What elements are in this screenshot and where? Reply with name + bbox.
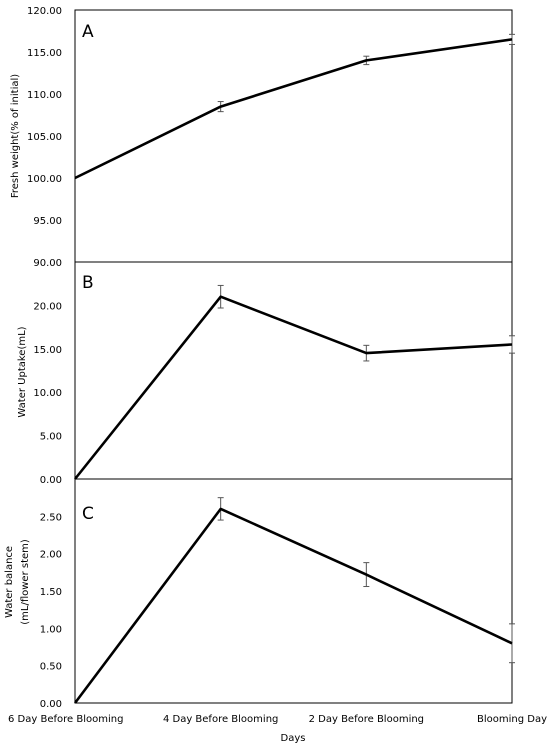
panel-a-series-line [74, 38, 513, 180]
panel-a-y-tick-label: 105.00 [27, 132, 62, 143]
panel-b-series-line [73, 295, 513, 480]
x-axis-tick-label: 2 Day Before Blooming [309, 714, 424, 725]
x-axis-tick-label: 4 Day Before Blooming [163, 714, 278, 725]
panel-c-y-tick-label: 0.50 [40, 662, 62, 673]
panel-a-y-tick-label: 100.00 [27, 174, 62, 185]
panel-c-frame [74, 478, 513, 704]
x-axis-tick-label: Blooming Day [477, 714, 547, 725]
panel-c-y-axis-title-line2: (mL/flower stem) [20, 539, 31, 625]
panel-a-letter: A [82, 22, 94, 42]
panel-b-y-tick-label: 20.00 [33, 301, 62, 312]
panel-a-y-axis-title: Fresh weight(% of initial) [10, 74, 21, 198]
panel-a-y-tick-label: 120.00 [27, 6, 62, 17]
x-axis-tick-labels: 6 Day Before Blooming 4 Day Before Bloomi… [8, 714, 547, 725]
panel-c-y-ticks: 0.00 0.50 1.00 1.50 2.00 2.50 [40, 512, 62, 710]
panel-a-y-tick-label: 115.00 [27, 48, 62, 59]
panel-c: C 0.00 0.50 1.00 1.50 2.00 2.50 Water balance… [4, 478, 515, 710]
panel-b-frame [74, 261, 513, 480]
panel-a-y-tick-label: 90.00 [33, 258, 62, 269]
panel-a-y-tick-label: 110.00 [27, 90, 62, 101]
x-axis-title: Days [281, 733, 306, 744]
panel-b-error-bars [217, 284, 515, 362]
panel-a-y-ticks: 90.00 95.00 100.00 105.00 110.00 115.00 120.00 [27, 6, 62, 269]
panel-b-y-tick-label: 5.00 [40, 432, 62, 443]
panel-a: A 90.00 95.00 100.00 105.00 110.00 115.00 120.… [10, 6, 515, 269]
panel-b-y-ticks: 0.00 5.00 10.00 15.00 20.00 [33, 301, 62, 486]
panel-c-y-tick-label: 1.50 [40, 587, 62, 598]
panel-b-letter: B [82, 273, 94, 293]
panel-b-y-tick-label: 10.00 [33, 388, 62, 399]
panel-c-error-bars [217, 497, 515, 664]
panel-b-y-tick-label: 15.00 [33, 345, 62, 356]
panel-b: B 0.00 5.00 10.00 15.00 20.00 Water Uptake(m… [17, 261, 515, 486]
panel-b-y-tick-label: 0.00 [40, 475, 62, 486]
panel-a-y-tick-label: 95.00 [33, 216, 62, 227]
panel-c-y-tick-label: 2.00 [40, 550, 62, 561]
panel-c-y-tick-label: 0.00 [40, 699, 62, 710]
panel-b-y-axis-title: Water Uptake(mL) [17, 326, 28, 417]
panel-a-error-bar [509, 33, 515, 45]
panel-c-series-line [73, 507, 513, 704]
x-axis-tick-label: 6 Day Before Blooming [8, 714, 123, 725]
panel-c-letter: C [82, 504, 94, 524]
panel-c-y-tick-label: 2.50 [40, 512, 62, 523]
panel-b-error-bar [509, 335, 515, 354]
panel-c-y-tick-label: 1.00 [40, 624, 62, 635]
panel-a-error-bars [217, 33, 515, 113]
panel-c-y-axis-title-line1: Water balance [4, 546, 15, 618]
